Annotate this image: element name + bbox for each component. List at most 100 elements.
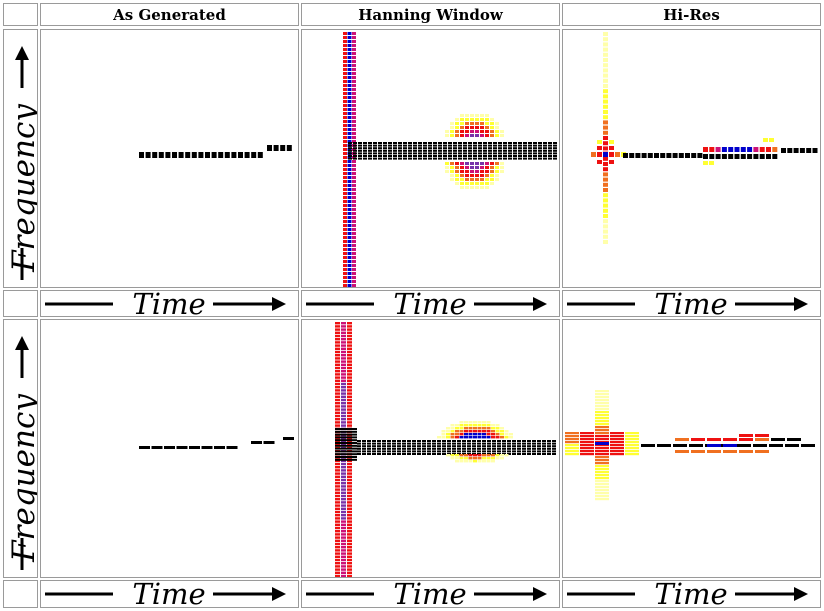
spectrogram-cell	[500, 170, 504, 173]
spectrogram-cell	[341, 405, 346, 408]
spectrogram-cell	[478, 155, 482, 157]
spectrogram-cell	[408, 152, 412, 155]
spectrogram-cell	[433, 157, 437, 160]
spectrogram-cell	[343, 168, 347, 171]
spectrogram-cell	[603, 73, 608, 78]
spectrogram-cell	[347, 236, 352, 239]
spectrogram-cell	[504, 454, 509, 457]
spectrogram-cell	[464, 430, 468, 433]
spectrogram-cell	[470, 122, 474, 125]
spectrogram-cell	[335, 462, 340, 466]
spectrogram-cell	[347, 555, 352, 558]
spectrogram-cell	[552, 450, 556, 453]
spectrogram-cell	[548, 144, 552, 147]
spectrogram-cell	[477, 442, 481, 445]
spectrogram-cell	[335, 392, 340, 395]
spectrogram-cell	[352, 204, 356, 207]
spectrogram-cell	[348, 149, 352, 152]
spectrogram-cell	[335, 549, 340, 552]
spectrogram-cell	[343, 180, 347, 183]
spectrogram-cell	[482, 421, 486, 424]
spectrogram-cell	[341, 338, 346, 341]
spectrogram-cell	[408, 147, 412, 150]
spectrogram-cell	[397, 445, 401, 448]
spectrogram-cell	[185, 152, 191, 158]
spectrogram-cell	[347, 475, 352, 478]
spectrogram-cell	[358, 157, 362, 160]
spectrogram-cell	[428, 144, 432, 147]
spectrogram-cell	[347, 565, 352, 568]
spectrogram-cell	[477, 433, 482, 436]
spectrogram-cell	[689, 444, 703, 447]
spectrogram-cell	[378, 144, 382, 147]
spectrogram-cell	[343, 124, 347, 127]
spectrogram-cell	[597, 146, 602, 150]
spectrogram-cell	[335, 414, 340, 418]
spectrogram-cell	[502, 450, 506, 453]
spectrogram-cell	[352, 192, 356, 195]
spectrogram-cell	[482, 457, 486, 460]
spectrogram-cell	[335, 436, 357, 439]
frequency-arrow-top: Frequency	[6, 46, 42, 280]
spectrogram-cell	[603, 193, 608, 198]
spectrogram-cell	[341, 331, 346, 334]
spectrogram-cell	[352, 92, 356, 95]
spectrogram-cell	[347, 357, 352, 360]
spectrogram-cell	[518, 152, 522, 155]
spectrogram-cell	[459, 454, 464, 457]
spectrogram-cell	[464, 436, 468, 439]
spectrogram-cell	[460, 134, 464, 137]
spectrogram-cell	[443, 149, 447, 152]
spectrogram-cell	[472, 445, 476, 448]
spectrogram-cell	[335, 504, 340, 507]
spectrogram-cell	[224, 152, 230, 158]
spectrogram-cell	[343, 252, 347, 255]
spectrogram-cell	[158, 152, 164, 158]
spectrogram-cell	[473, 144, 477, 147]
spectrogram-cell	[565, 453, 579, 456]
spectrogram-cell	[347, 132, 352, 135]
spectrogram-cell	[595, 474, 609, 477]
spectrogram-cell	[341, 482, 346, 485]
spectrogram-cell	[438, 155, 442, 157]
spectrogram-cell	[490, 122, 494, 125]
spectrogram-cell	[413, 142, 417, 144]
spectrogram-cell	[685, 153, 690, 158]
spectrogram-cell	[447, 440, 451, 442]
spectrogram-cell	[468, 144, 472, 147]
spectrogram-cell	[347, 44, 352, 47]
spectrogram-cell	[387, 445, 391, 448]
spectrogram-cell	[507, 445, 511, 448]
spectrogram-cell	[610, 453, 624, 456]
spectrogram-cell	[522, 440, 526, 442]
spectrogram-cell	[477, 430, 482, 433]
spectrogram-cell	[343, 228, 347, 231]
spectrogram-cell	[437, 442, 441, 445]
spectrogram-cell	[343, 112, 347, 115]
spectrogram-cell	[347, 168, 352, 171]
spectrogram-cell	[488, 157, 492, 160]
spectrogram-cell	[189, 446, 200, 449]
spectrogram-cell	[341, 402, 346, 405]
spectrogram-cell	[341, 325, 346, 328]
spectrogram-cell	[352, 120, 356, 123]
spectrogram-cell	[341, 485, 346, 488]
spectrogram-cell	[542, 445, 546, 448]
spectrogram-cell	[595, 456, 609, 459]
spectrogram-cell	[341, 491, 346, 494]
spectrogram-cell	[438, 149, 442, 152]
spectrogram-cell	[347, 568, 352, 571]
spectrogram-cell	[753, 154, 759, 159]
spectrogram-cell	[488, 142, 492, 144]
spectrogram-cell	[523, 157, 527, 160]
spectrogram-cell	[205, 152, 210, 158]
spectrogram-cell	[460, 186, 464, 189]
spectrogram-cell	[487, 450, 491, 453]
spectrogram-cell	[357, 442, 361, 445]
spectrogram-cell	[457, 447, 461, 450]
spectrogram-cell	[352, 196, 356, 199]
spectrogram-cell	[487, 442, 491, 445]
spectrogram-cell	[347, 443, 352, 446]
spectrogram-cell	[603, 120, 608, 125]
spectrogram-cell	[347, 48, 352, 51]
